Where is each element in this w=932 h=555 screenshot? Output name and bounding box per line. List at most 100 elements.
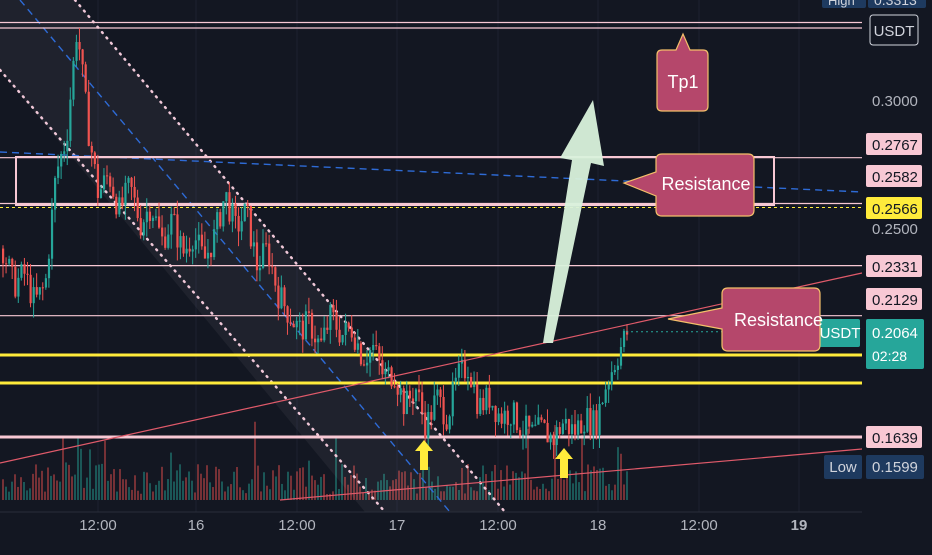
target-arrow	[543, 100, 604, 343]
tag-0.2582-text: 0.2582	[872, 169, 918, 186]
candle-body	[158, 216, 161, 228]
volume-bar	[2, 479, 4, 500]
volume-bar	[491, 471, 493, 500]
volume-bar	[281, 483, 283, 500]
candle-body	[494, 405, 497, 423]
candle-body	[133, 186, 136, 198]
candle-body	[106, 175, 109, 177]
candle-body	[353, 337, 356, 350]
candle-body	[234, 203, 237, 216]
volume-bar	[341, 464, 343, 500]
volume-bar	[137, 490, 139, 500]
candle-body	[50, 209, 54, 259]
x-tick-7: 12:00	[680, 517, 718, 534]
tag-0.2767-text: 0.2767	[872, 137, 918, 154]
volume-bar	[299, 468, 301, 500]
callout-tp1[interactable]: Tp1	[656, 32, 709, 112]
volume-bar	[245, 493, 247, 500]
volume-bar	[14, 474, 16, 500]
candle-body	[29, 274, 32, 304]
candle-body	[497, 413, 500, 423]
candle-body	[11, 258, 14, 267]
callout-resistance-upper[interactable]: Resistance	[622, 153, 755, 217]
candle-body	[479, 397, 482, 414]
volume-bar	[293, 489, 295, 500]
current-price-tag	[866, 319, 924, 369]
volume-bar	[83, 487, 85, 500]
volume-bar	[602, 467, 604, 500]
volume-bar	[254, 421, 256, 500]
volume-bar	[485, 474, 487, 500]
candle-body	[525, 415, 528, 435]
volume-bar	[59, 481, 61, 500]
volume-bar	[617, 447, 619, 500]
callout-resistance-lower[interactable]: Resistance	[667, 287, 823, 352]
candle-body	[613, 369, 616, 373]
candle-body	[237, 215, 240, 232]
volume-bar	[533, 489, 535, 500]
volume-bar	[32, 473, 34, 500]
candle-body	[252, 242, 256, 247]
candle-body	[188, 248, 191, 252]
candle-body	[356, 343, 360, 350]
candle-body	[222, 201, 225, 227]
volume-bar	[278, 465, 280, 500]
candle-body	[418, 389, 421, 393]
currency-tag[interactable]	[869, 14, 919, 46]
volume-bar	[512, 471, 514, 500]
volume-bar	[515, 472, 517, 500]
volume-bar	[173, 481, 175, 500]
candle-body	[515, 402, 519, 431]
candle-body	[454, 377, 457, 383]
candle-body	[154, 216, 158, 218]
volume-bar	[92, 488, 94, 500]
candle-body	[583, 431, 586, 434]
candle-body	[491, 405, 494, 408]
volume-bar	[350, 475, 352, 500]
y-tick-0.2500: 0.2500	[872, 221, 918, 238]
candle-body	[509, 424, 512, 426]
candle-body	[32, 287, 35, 304]
volume-bar	[578, 482, 580, 500]
candle-body	[451, 382, 454, 417]
candle-body	[574, 424, 577, 435]
volume-bar	[371, 489, 373, 500]
volume-bar	[149, 483, 151, 500]
time-axis[interactable]: 12:00 16 12:00 17 12:00 18 12:00 19	[0, 511, 932, 550]
volume-bar	[470, 487, 472, 500]
volume-bar	[215, 466, 217, 500]
candle-body	[408, 390, 412, 399]
candle-body	[161, 227, 164, 237]
candle-body	[430, 411, 433, 420]
candle-body	[115, 196, 118, 215]
volume-bar	[302, 467, 304, 500]
volume-bar	[17, 486, 19, 500]
candle-body	[546, 422, 549, 443]
volume-bar	[563, 479, 565, 500]
volume-bar	[548, 491, 550, 500]
candle-body	[335, 312, 338, 330]
volume-bar	[401, 472, 403, 500]
annotation-callouts[interactable]: Tp1 Resistance Resistance	[622, 32, 823, 352]
volume-bar	[11, 481, 13, 500]
volume-bar	[134, 475, 136, 500]
candle-body	[57, 166, 60, 178]
volume-bar	[380, 480, 382, 500]
volume-bar	[317, 484, 319, 500]
candle-body	[488, 387, 491, 408]
volume-bar	[164, 490, 166, 500]
candle-body	[552, 434, 555, 446]
candle-body	[577, 420, 580, 435]
candle-body	[69, 99, 72, 141]
x-tick-6: 18	[590, 517, 607, 534]
candle-body	[228, 192, 231, 222]
candle-body	[378, 346, 381, 361]
candle-body	[213, 229, 216, 258]
tag-0.2129-text: 0.2129	[872, 292, 918, 309]
candle-body	[60, 153, 63, 167]
candle-body	[506, 410, 509, 425]
x-tick-1: 12:00	[79, 517, 117, 534]
volume-bar	[575, 471, 577, 500]
